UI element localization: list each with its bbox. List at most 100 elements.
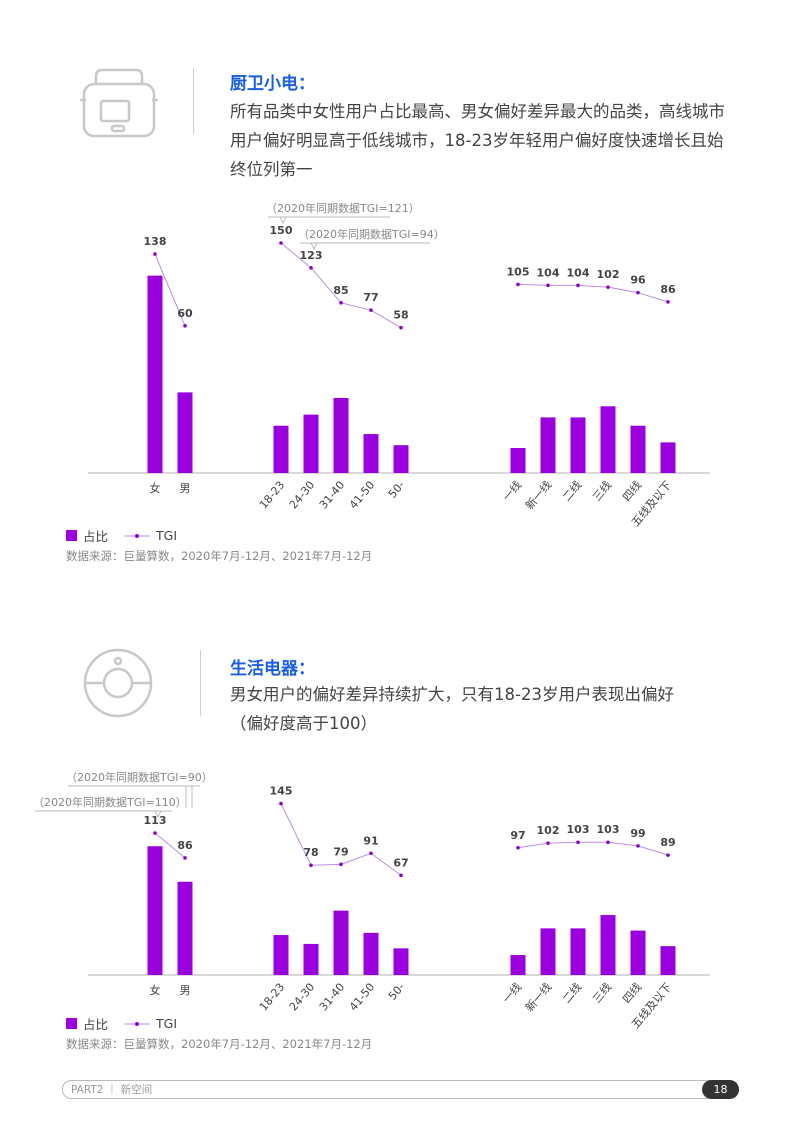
- tgi-value-label: 104: [567, 266, 590, 279]
- share-bar: [540, 417, 556, 473]
- annotation-2020-tgi: （2020年同期数据TGI=110）: [33, 795, 187, 809]
- tgi-point: [666, 300, 670, 304]
- description-line: 用户偏好明显高于低线城市，18-23岁年轻用户偏好度快速增长且始: [230, 131, 724, 150]
- tgi-value-label: 113: [144, 814, 167, 827]
- share-bar: [363, 434, 379, 473]
- tgi-value-label: 86: [177, 839, 193, 852]
- category-label: 三线: [589, 980, 614, 1006]
- category-label: 31-40: [317, 479, 348, 512]
- legend-bar-swatch: [66, 530, 77, 541]
- category-label: 50-: [386, 479, 408, 501]
- tgi-value-label: 138: [144, 235, 167, 248]
- category-label: 男: [180, 482, 191, 495]
- tgi-value-label: 78: [303, 846, 318, 859]
- share-bar: [303, 943, 319, 975]
- tgi-value-label: 123: [300, 249, 323, 262]
- category-label: 新一线: [522, 980, 554, 1014]
- tgi-value-label: 85: [333, 284, 348, 297]
- category-label: 24-30: [287, 479, 318, 512]
- category-label: 女: [150, 481, 161, 495]
- annotation-callout: [35, 810, 172, 819]
- share-bar: [510, 447, 526, 473]
- category-label: 二线: [559, 478, 584, 504]
- legend-line-swatch: [124, 1021, 151, 1026]
- tgi-point: [636, 290, 640, 295]
- share-bar: [363, 932, 379, 975]
- category-label: 一线: [499, 980, 524, 1006]
- section-title: 生活电器：: [230, 659, 315, 679]
- share-bar: [393, 948, 409, 975]
- category-label: 41-50: [347, 479, 378, 512]
- share-bar: [303, 414, 319, 473]
- tgi-value-label: 96: [630, 274, 646, 287]
- description-line: （偏好度高于100）: [230, 714, 377, 733]
- section-title: 厨卫小电：: [230, 74, 315, 94]
- category-label: 女: [150, 983, 161, 997]
- annotation-callout: [300, 242, 430, 251]
- annotation-2020-tgi: （2020年同期数据TGI=121）: [266, 201, 420, 215]
- rice-cooker-icon: [80, 68, 158, 138]
- tgi-value-label: 103: [597, 823, 620, 836]
- share-bar: [147, 846, 163, 975]
- legend-bar-swatch: [66, 1018, 77, 1029]
- share-bar: [570, 928, 586, 975]
- share-bar: [660, 442, 676, 473]
- category-label: 24-30: [287, 981, 318, 1014]
- tgi-value-label: 97: [510, 829, 525, 842]
- tgi-line: [154, 253, 186, 326]
- share-bar: [540, 928, 556, 975]
- tgi-point: [666, 853, 670, 857]
- category-label: 四线: [619, 980, 644, 1006]
- tgi-point: [399, 325, 403, 330]
- tgi-line: [517, 841, 669, 856]
- section-description: 所有品类中女性用户占比最高、男女偏好差异最大的品类，高线城市 用户偏好明显高于低…: [230, 97, 790, 184]
- data-source: 数据来源：巨量算数，2020年7月-12月、2021年7月-12月: [66, 1037, 373, 1051]
- footer-section-label: PART2 ｜ 新空间: [71, 1084, 153, 1096]
- tgi-value-label: 77: [363, 291, 378, 304]
- tgi-point: [576, 840, 580, 845]
- tgi-value-label: 91: [363, 834, 378, 847]
- annotation-callout: [268, 216, 390, 225]
- category-label: 二线: [559, 980, 584, 1006]
- tgi-point: [153, 831, 157, 835]
- tgi-point: [636, 844, 640, 848]
- section-divider: [200, 650, 201, 716]
- tgi-point: [606, 285, 610, 289]
- category-label: 41-50: [347, 981, 378, 1014]
- tgi-value-label: 99: [630, 827, 645, 840]
- page-footer: PART2 ｜ 新空间 18: [62, 1080, 739, 1099]
- tgi-point: [183, 856, 187, 860]
- section-description: 男女用户的偏好差异持续扩大，只有18-23岁用户表现出偏好 （偏好度高于100）: [230, 680, 790, 738]
- share-bar: [630, 930, 646, 975]
- category-label: 18-23: [257, 981, 288, 1014]
- tgi-point: [183, 324, 187, 328]
- legend-share-label: 占比: [83, 529, 109, 544]
- share-bar: [273, 425, 289, 473]
- tgi-point: [309, 863, 313, 868]
- tgi-point: [399, 873, 403, 878]
- category-label: 新一线: [522, 478, 554, 512]
- tgi-value-label: 150: [270, 224, 293, 237]
- tgi-point: [153, 252, 157, 256]
- description-line: 终位列第一: [230, 160, 313, 179]
- share-bar: [630, 425, 646, 473]
- share-bar: [510, 955, 526, 975]
- tgi-value-label: 145: [270, 785, 293, 798]
- tgi-line: [517, 283, 669, 303]
- share-bar: [177, 392, 193, 473]
- legend-line-swatch: [124, 533, 151, 538]
- legend-tgi-label: TGI: [156, 528, 178, 543]
- annotation-callout: [68, 785, 200, 808]
- category-label: 50-: [386, 981, 408, 1003]
- annotation-2020-tgi: （2020年同期数据TGI=90）: [66, 770, 213, 784]
- tgi-point: [309, 266, 313, 270]
- tgi-point: [576, 283, 580, 288]
- category-label: 男: [180, 984, 191, 997]
- share-bar: [393, 445, 409, 473]
- legend-tgi-label: TGI: [156, 1016, 178, 1031]
- share-bar: [273, 935, 289, 975]
- tgi-point: [606, 840, 610, 845]
- share-bar: [147, 275, 163, 473]
- category-label: 一线: [499, 478, 524, 504]
